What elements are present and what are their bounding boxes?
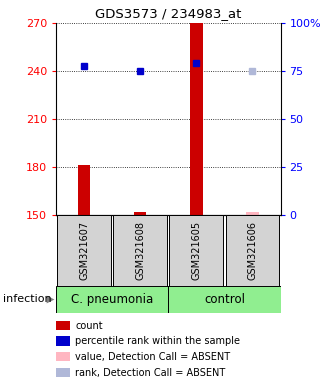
Bar xyxy=(134,212,147,215)
Text: count: count xyxy=(75,321,103,331)
Text: GSM321608: GSM321608 xyxy=(135,221,145,280)
Text: GSM321607: GSM321607 xyxy=(79,221,89,280)
Bar xyxy=(168,286,280,313)
Bar xyxy=(56,321,70,330)
Text: rank, Detection Call = ABSENT: rank, Detection Call = ABSENT xyxy=(75,367,226,377)
Bar xyxy=(56,367,70,377)
Bar xyxy=(78,166,90,215)
Bar xyxy=(190,23,203,215)
Bar xyxy=(169,215,223,286)
Text: infection: infection xyxy=(3,294,52,304)
Bar xyxy=(246,212,259,215)
Bar xyxy=(225,215,280,286)
Bar xyxy=(56,352,70,361)
Title: GDS3573 / 234983_at: GDS3573 / 234983_at xyxy=(95,7,242,20)
Text: C. pneumonia: C. pneumonia xyxy=(71,293,153,306)
Bar xyxy=(113,215,167,286)
Text: GSM321605: GSM321605 xyxy=(191,221,201,280)
Bar xyxy=(56,336,70,346)
Bar xyxy=(57,215,111,286)
Text: control: control xyxy=(204,293,245,306)
Bar xyxy=(56,286,168,313)
Text: percentile rank within the sample: percentile rank within the sample xyxy=(75,336,240,346)
Text: value, Detection Call = ABSENT: value, Detection Call = ABSENT xyxy=(75,352,231,362)
Text: GSM321606: GSM321606 xyxy=(248,221,257,280)
